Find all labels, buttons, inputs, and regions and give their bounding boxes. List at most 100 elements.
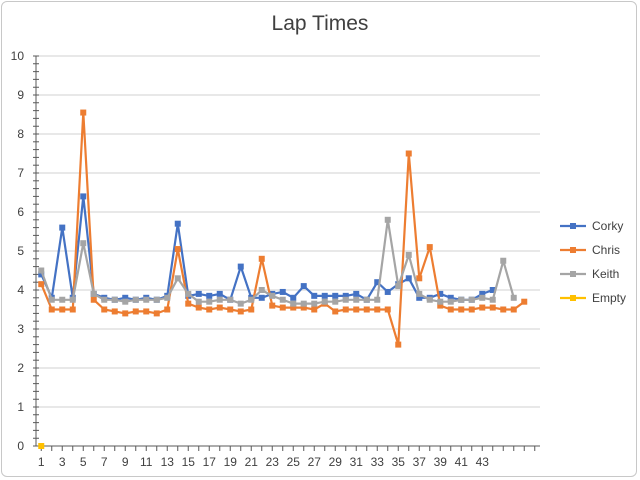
data-point — [458, 296, 465, 303]
data-point — [185, 300, 192, 307]
data-point — [48, 306, 55, 313]
data-point — [384, 216, 391, 223]
data-point — [111, 296, 118, 303]
data-point — [69, 306, 76, 313]
data-point — [405, 251, 412, 258]
y-tick-label: 1 — [17, 400, 24, 414]
data-point — [353, 296, 360, 303]
data-point — [479, 294, 486, 301]
legend-label: Corky — [592, 219, 623, 233]
data-point — [59, 306, 66, 313]
data-point — [38, 271, 45, 278]
data-point — [216, 304, 223, 311]
data-point — [437, 302, 444, 309]
data-point — [384, 288, 391, 295]
data-point — [101, 296, 108, 303]
data-point — [174, 275, 181, 282]
data-point — [216, 290, 223, 297]
data-point — [332, 298, 339, 305]
data-point — [447, 298, 454, 305]
y-tick-label: 6 — [17, 205, 24, 219]
data-point — [132, 308, 139, 315]
data-point — [132, 296, 139, 303]
x-tick-label: 5 — [80, 455, 87, 469]
data-point — [437, 290, 444, 297]
data-point — [363, 296, 370, 303]
data-point — [258, 294, 265, 301]
data-point — [279, 296, 286, 303]
legend-label: Keith — [592, 267, 619, 281]
data-point — [206, 292, 213, 299]
legend-marker — [570, 295, 576, 301]
x-tick-label: 15 — [182, 455, 196, 469]
data-point — [426, 244, 433, 251]
data-point — [80, 109, 87, 116]
data-point — [269, 302, 276, 309]
data-point — [195, 304, 202, 311]
y-tick-label: 0 — [17, 439, 24, 453]
x-tick-label: 13 — [161, 455, 175, 469]
data-point — [405, 150, 412, 157]
data-point — [447, 306, 454, 313]
data-point — [80, 193, 87, 200]
data-point — [479, 304, 486, 311]
x-tick-label: 29 — [329, 455, 343, 469]
data-point — [279, 304, 286, 311]
x-tick-label: 25 — [287, 455, 301, 469]
x-tick-label: 41 — [455, 455, 469, 469]
data-point — [342, 296, 349, 303]
series-lines — [38, 109, 528, 449]
data-point — [353, 306, 360, 313]
data-point — [300, 283, 307, 290]
y-tick-label: 2 — [17, 361, 24, 375]
data-point — [395, 341, 402, 348]
x-tick-label: 43 — [476, 455, 490, 469]
data-point — [143, 296, 150, 303]
data-point — [258, 255, 265, 262]
data-point — [374, 306, 381, 313]
data-point — [153, 296, 160, 303]
data-point — [143, 308, 150, 315]
y-tick-label: 3 — [17, 322, 24, 336]
y-tick-label: 5 — [17, 244, 24, 258]
data-point — [195, 290, 202, 297]
data-point — [311, 306, 318, 313]
data-point — [48, 296, 55, 303]
data-point — [237, 263, 244, 270]
data-point — [164, 294, 171, 301]
data-point — [38, 443, 45, 449]
data-point — [38, 267, 45, 274]
y-tick-label: 9 — [17, 88, 24, 102]
y-tick-label: 10 — [11, 49, 25, 63]
data-point — [101, 306, 108, 313]
series-line — [40, 218, 515, 305]
legend-label: Empty — [592, 291, 626, 305]
data-point — [374, 279, 381, 286]
data-point — [416, 290, 423, 297]
x-tick-label: 1 — [38, 455, 45, 469]
x-tick-label: 17 — [203, 455, 217, 469]
data-point — [500, 306, 507, 313]
data-point — [248, 306, 255, 313]
data-point — [437, 298, 444, 305]
data-point — [248, 296, 255, 303]
data-point — [195, 298, 202, 305]
x-tick-label: 27 — [308, 455, 322, 469]
data-point — [59, 224, 66, 231]
data-point — [321, 298, 328, 305]
gridlines — [36, 55, 540, 447]
data-point — [510, 294, 517, 301]
data-point — [426, 296, 433, 303]
data-point — [447, 294, 454, 301]
data-point — [521, 298, 528, 305]
data-point — [311, 292, 318, 299]
data-point — [111, 308, 118, 315]
data-point — [122, 294, 129, 301]
data-point — [489, 304, 496, 311]
data-point — [227, 306, 234, 313]
data-point — [258, 287, 265, 293]
series-chris — [38, 109, 528, 348]
chart-title: Lap Times — [271, 12, 369, 35]
